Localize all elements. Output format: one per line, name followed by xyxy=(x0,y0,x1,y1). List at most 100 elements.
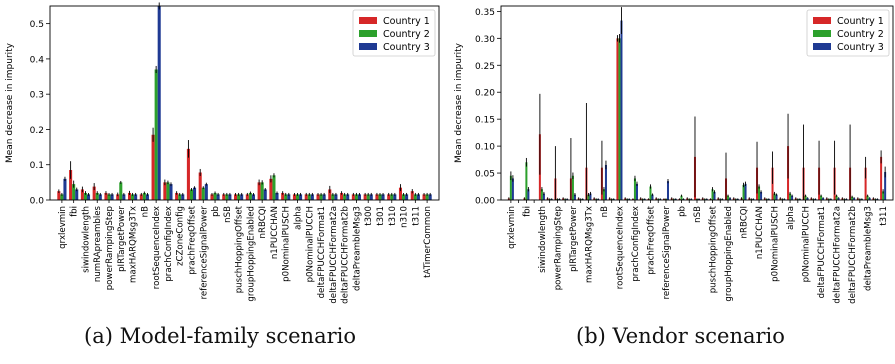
bar-country-3 xyxy=(381,194,385,200)
bar-country-2 xyxy=(781,198,784,200)
legend-swatch xyxy=(359,17,377,24)
x-tick-label: n1PUCCHAN xyxy=(270,206,280,259)
bar-country-1 xyxy=(257,182,261,200)
y-tick-label: 0.35 xyxy=(475,8,495,18)
bar-country-3 xyxy=(558,198,561,200)
legend-label: Country 3 xyxy=(383,42,430,53)
bar-country-1 xyxy=(328,189,332,200)
bar-country-2 xyxy=(758,186,761,200)
y-tick-label: 0.0 xyxy=(30,197,45,207)
x-tick-label: t310 xyxy=(388,206,398,226)
chart-panel-b: 0.00 0.05 0.10 0.15 0.20 0.25 0.30 0.35 Mean dec… xyxy=(454,5,894,304)
bar-country-3 xyxy=(511,178,514,200)
legend-swatch xyxy=(359,30,377,37)
bar-country-2 xyxy=(695,198,699,200)
bar-country-3 xyxy=(791,195,794,200)
bar-country-2 xyxy=(248,192,252,200)
bar-country-1 xyxy=(662,198,665,200)
x-tick-label: deltaPreambleMsg3 xyxy=(864,206,874,291)
bar-country-3 xyxy=(322,194,326,200)
bar-country-1 xyxy=(57,191,61,200)
bar-country-1 xyxy=(92,186,96,200)
bar-country-3 xyxy=(581,198,584,200)
x-tick-label: rootSequenceIndex xyxy=(152,206,162,289)
bar-country-1 xyxy=(864,167,867,200)
bar-country-3 xyxy=(698,198,701,200)
bar-country-1 xyxy=(316,194,320,200)
x-tick-label: qrxlevmin xyxy=(58,206,68,249)
bar-country-3 xyxy=(428,194,432,200)
bar-country-3 xyxy=(75,189,79,200)
x-tick-label: deltaFPUCCHFormat2b xyxy=(341,206,351,304)
bar-country-1 xyxy=(398,187,403,200)
bar-country-3 xyxy=(884,171,887,200)
legend-label: Country 2 xyxy=(383,29,430,40)
bar-country-1 xyxy=(292,194,296,200)
bar-country-3 xyxy=(251,194,255,200)
bar-country-3 xyxy=(620,20,623,200)
bar-country-3 xyxy=(393,194,397,200)
bar-country-1 xyxy=(631,198,634,200)
bar-country-2 xyxy=(796,198,799,200)
bar-country-2 xyxy=(571,175,574,200)
legend-swatch xyxy=(813,43,831,50)
bar-country-3 xyxy=(822,197,825,200)
bar-country-2 xyxy=(649,186,652,200)
bar-country-2 xyxy=(711,189,714,200)
caption-model-family: (a) Model-family scenario xyxy=(84,324,356,348)
bar-country-3 xyxy=(876,198,879,200)
bar-country-2 xyxy=(703,198,706,200)
bar-country-3 xyxy=(157,6,161,200)
x-tick-label: referenceSignalPower xyxy=(662,206,672,300)
bar-country-1 xyxy=(151,134,155,200)
y-tick-label: 0.30 xyxy=(475,35,495,45)
x-tick-label: deltaFPUCCHFormat1 xyxy=(317,206,327,298)
bar-country-3 xyxy=(713,191,716,200)
bar-country-2 xyxy=(390,194,394,200)
legend-label: Country 3 xyxy=(837,42,884,53)
x-tick-label: zCZoneConfig xyxy=(176,206,186,266)
bar-country-2 xyxy=(657,198,660,200)
bar-country-3 xyxy=(682,198,685,200)
bar-country-2 xyxy=(154,69,158,200)
x-tick-label: tATimerCommon xyxy=(423,206,433,278)
bar-country-2 xyxy=(734,198,737,200)
y-tick-label: 0.15 xyxy=(475,116,495,126)
x-tick-label: nRBCQI xyxy=(740,206,750,238)
legend: Country 1 Country 2 Country 3 xyxy=(352,9,436,57)
x-tick-label: nB xyxy=(600,206,610,217)
bar-country-1 xyxy=(80,189,84,200)
x-tick-label: prachFreqOffset xyxy=(187,205,197,274)
bar-country-3 xyxy=(860,198,863,200)
bar-country-3 xyxy=(659,198,662,200)
bar-country-3 xyxy=(416,194,420,200)
bar-country-1 xyxy=(351,194,355,200)
x-tick-label: p0NominalPUCCH xyxy=(305,206,315,282)
bar-country-3 xyxy=(721,198,724,200)
bar-country-1 xyxy=(281,192,285,200)
bar-country-3 xyxy=(705,198,708,200)
bar-country-3 xyxy=(369,194,373,200)
bar-country-3 xyxy=(527,189,530,200)
bar-country-3 xyxy=(829,198,832,200)
x-tick-label: pIRTargetPower xyxy=(117,206,127,272)
bar-country-2 xyxy=(509,175,512,200)
bar-country-3 xyxy=(110,194,114,200)
legend-label: Country 1 xyxy=(383,16,430,27)
bar-country-2 xyxy=(402,194,406,200)
x-tick-label: p0NominalPUCCH xyxy=(802,206,812,282)
legend-swatch xyxy=(813,17,831,24)
x-tick-label: powerRampingStep xyxy=(105,206,115,290)
bar-country-3 xyxy=(674,198,677,200)
bar-country-2 xyxy=(750,198,753,200)
x-tick-label: nSB xyxy=(693,206,703,223)
x-tick-label: pb xyxy=(677,206,687,217)
bar-country-2 xyxy=(307,194,311,200)
y-tick-label: 0.5 xyxy=(30,20,44,30)
bar-country-3 xyxy=(216,194,220,200)
bar-country-2 xyxy=(765,198,768,200)
x-tick-label: maxHARQMsg3Tx xyxy=(584,206,594,283)
x-tick-label: fbi xyxy=(522,206,532,217)
bar-country-2 xyxy=(680,195,683,200)
y-tick-label: 0.1 xyxy=(30,161,44,171)
